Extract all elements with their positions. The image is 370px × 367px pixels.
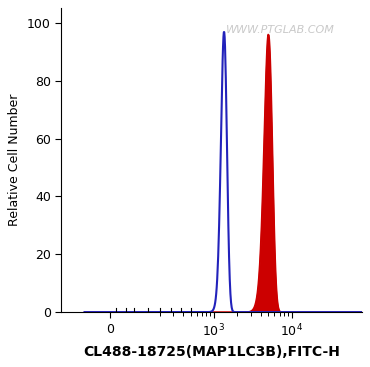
X-axis label: CL488-18725(MAP1LC3B),FITC-H: CL488-18725(MAP1LC3B),FITC-H xyxy=(83,345,340,359)
Y-axis label: Relative Cell Number: Relative Cell Number xyxy=(9,94,21,226)
Text: WWW.PTGLAB.COM: WWW.PTGLAB.COM xyxy=(226,25,335,34)
